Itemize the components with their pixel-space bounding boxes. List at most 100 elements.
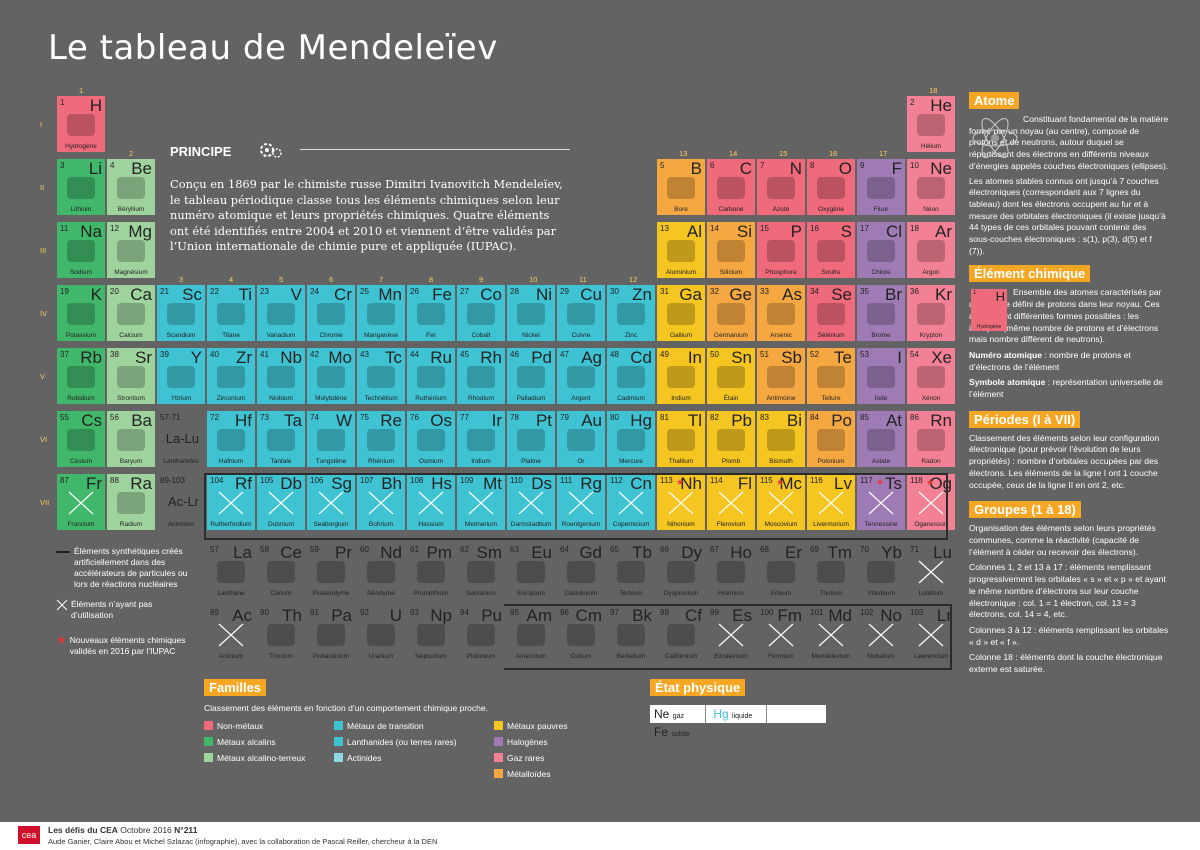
famille-item: Métaux de transition: [334, 721, 424, 731]
atomic-number: 55: [60, 413, 69, 422]
atomic-number: 19: [60, 287, 69, 296]
element-illustration-icon: [117, 177, 145, 199]
unused-cross-icon: [368, 491, 394, 515]
element-tile: 115 Mc Moscovium ★: [757, 474, 805, 530]
element-tile: 41 Nb Niobium: [257, 348, 305, 404]
element-tile: 60 Nd Néodyme: [357, 543, 405, 599]
famille-swatch: [334, 753, 343, 762]
element-illustration-icon: [667, 366, 695, 388]
group-label: 2: [129, 149, 134, 158]
atomic-number: 92: [360, 608, 369, 617]
element-symbol: Rb: [80, 348, 102, 367]
atomic-number: 118: [910, 476, 923, 485]
element-symbol: Am: [526, 606, 553, 625]
element-symbol: In: [687, 348, 702, 367]
element-tile: 12 Mg Magnésium: [107, 222, 155, 278]
element-name: Krypton: [919, 332, 943, 339]
element-name: Ytterbium: [867, 590, 895, 597]
periodes-heading: Périodes (I à VII): [969, 410, 1081, 428]
element-tile: 13 Al Aluminium: [657, 222, 705, 278]
famille-label: Lanthanides (ou terres rares): [347, 737, 457, 747]
element-name: Californium: [664, 653, 698, 660]
famille-label: Métaux alcalino-terreux: [217, 753, 306, 763]
atomic-number: 36: [910, 287, 919, 296]
element-illustration-icon: [817, 303, 845, 325]
atomic-number: 9: [860, 161, 865, 170]
element-symbol: Pt: [535, 411, 552, 430]
atomic-number: 82: [710, 413, 719, 422]
element-illustration-icon: [617, 624, 645, 646]
element-tile: 110 Ds Darmstadtium: [507, 474, 555, 530]
element-name: Antimoine: [766, 395, 796, 402]
element-symbol: F: [891, 159, 902, 178]
element-illustration-icon: [517, 561, 545, 583]
element-symbol: O: [838, 159, 852, 178]
element-name: Vanadium: [266, 332, 296, 339]
atomic-number: 78: [510, 413, 519, 422]
element-tile: 77 Ir Iridium: [457, 411, 505, 467]
famille-label: Métaux pauvres: [507, 721, 568, 731]
element-tile: 98 Cf Californium: [657, 606, 705, 662]
famille-item: Non-métaux: [204, 721, 263, 731]
atomic-number: 106: [310, 476, 324, 485]
element-symbol: Rh: [480, 348, 502, 367]
element-symbol: Pr: [335, 543, 352, 562]
element-illustration-icon: [717, 366, 745, 388]
element-name: Rutherfordium: [210, 521, 252, 528]
element-symbol: Ts: [885, 474, 902, 493]
element-name: Américium: [515, 653, 547, 660]
element-name: Livermorium: [813, 521, 849, 528]
element-symbol: Lr: [936, 606, 952, 625]
atomic-number: 109: [460, 476, 474, 485]
element-name: Rhodium: [467, 395, 494, 402]
element-name: Flerovium: [716, 521, 746, 528]
element-name: Yttrium: [170, 395, 192, 402]
element-name: Cuivre: [571, 332, 591, 339]
element-illustration-icon: [417, 303, 445, 325]
element-name: Holmium: [718, 590, 744, 597]
atomic-number: 22: [210, 287, 219, 296]
element-tile: 29 Cu Cuivre: [557, 285, 605, 341]
atomic-number: 50: [710, 350, 719, 359]
element-tile: 101 Md Mendelevium: [807, 606, 855, 662]
element-tile: 40 Zr Zirconium: [207, 348, 255, 404]
element-symbol: Hg: [630, 411, 652, 430]
atomic-number: 105: [260, 476, 274, 485]
element-tile: 72 Hf Hafnium: [207, 411, 255, 467]
element-illustration-icon: [267, 366, 295, 388]
atomic-number: 117: [860, 476, 873, 485]
element-name: Thorium: [269, 653, 293, 660]
atomic-number: 47: [560, 350, 569, 359]
element-name: Bismuth: [769, 458, 793, 465]
atomic-number: 44: [410, 350, 419, 359]
atomic-number: 95: [510, 608, 519, 617]
atomic-number: 113: [660, 476, 673, 485]
element-name: Brome: [871, 332, 891, 339]
element-tile: 6 C Carbone: [707, 159, 755, 215]
element-illustration-icon: [767, 366, 795, 388]
atomic-number: 57-71: [160, 413, 181, 422]
element-name: Europium: [517, 590, 545, 597]
element-illustration-icon: [917, 240, 945, 262]
famille-label: Métaux alcalins: [217, 737, 276, 747]
element-name: Copernicium: [612, 521, 650, 528]
element-name: Césium: [69, 458, 93, 465]
element-symbol: Ar: [935, 222, 952, 241]
element-symbol: Nh: [680, 474, 702, 493]
atomic-number: 104: [210, 476, 224, 485]
element-tile: 53 I Iode: [857, 348, 905, 404]
atomic-number: 75: [360, 413, 369, 422]
element-illustration-icon: [217, 366, 245, 388]
element-tile: 33 As Arsenic: [757, 285, 805, 341]
familles-heading: Familles: [204, 679, 267, 696]
footer-pub: Les défis du CEA: [48, 825, 118, 835]
unused-cross-icon: [818, 623, 844, 647]
element-illustration-icon: [67, 366, 95, 388]
atomic-number: 60: [360, 545, 369, 554]
atomic-number: 116: [810, 476, 823, 485]
element-name: Lanthanides: [163, 458, 199, 465]
atomic-number: 5: [660, 161, 665, 170]
element-name: Zinc: [624, 332, 638, 339]
atomic-number: 65: [610, 545, 619, 554]
element-symbol: Dy: [681, 543, 702, 562]
